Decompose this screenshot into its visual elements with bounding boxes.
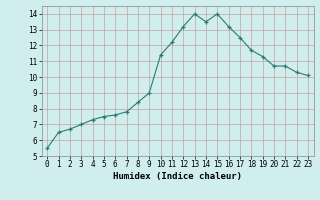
X-axis label: Humidex (Indice chaleur): Humidex (Indice chaleur)	[113, 172, 242, 181]
